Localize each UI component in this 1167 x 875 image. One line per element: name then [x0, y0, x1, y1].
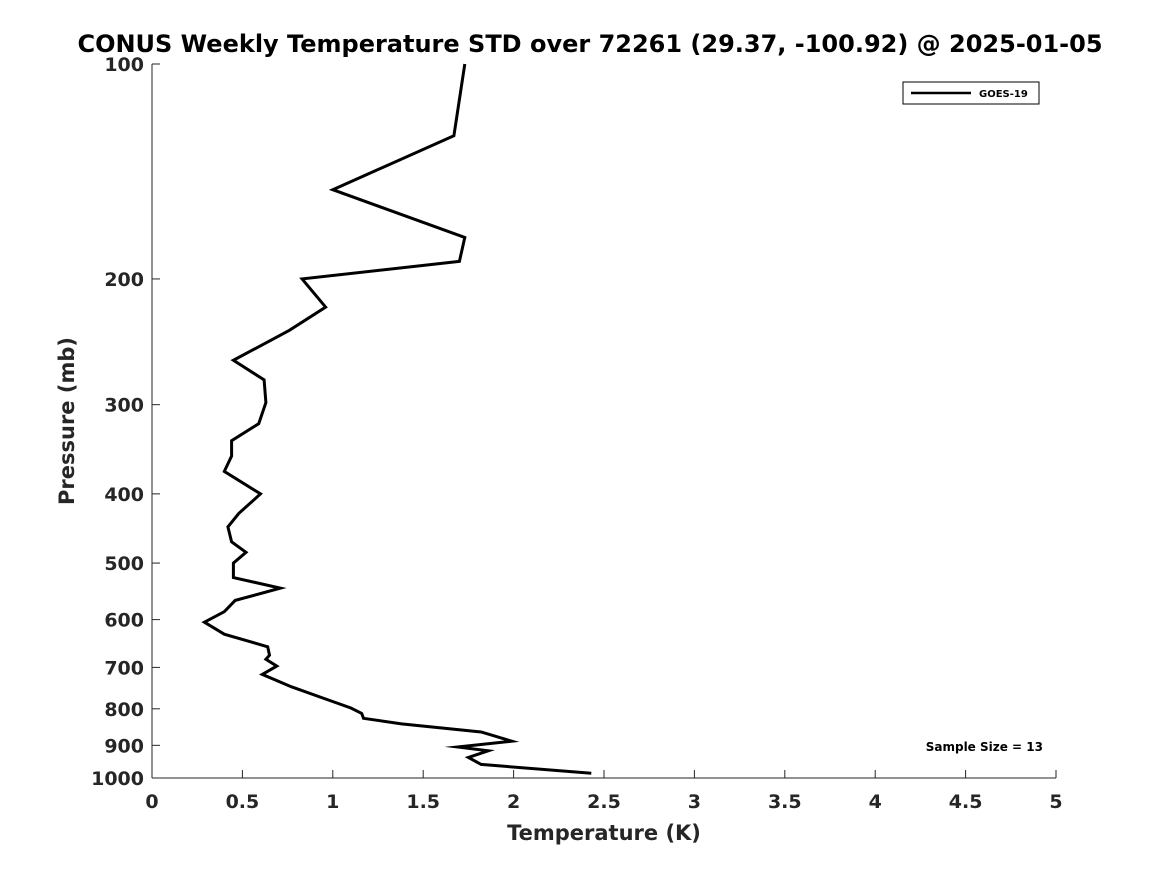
- y-tick-label: 800: [104, 699, 144, 721]
- y-tick-label: 500: [104, 553, 144, 575]
- series-line-goes-19: [201, 63, 592, 775]
- y-tick-label: 100: [104, 54, 144, 76]
- y-tick-label: 1000: [91, 768, 144, 790]
- x-tick-label: 2: [507, 791, 520, 813]
- plot-area: [151, 64, 1056, 779]
- x-axis-label: Temperature (K): [507, 821, 701, 845]
- y-tick-label: 600: [104, 610, 144, 632]
- sample-size-annotation: Sample Size = 13: [926, 740, 1043, 754]
- y-tick-label: 400: [104, 484, 144, 506]
- y-ticks: 100 200 300 400 500 600 700 800 900 1000: [91, 54, 160, 790]
- x-tick-label: 1: [326, 791, 339, 813]
- chart-title: CONUS Weekly Temperature STD over 72261 …: [77, 30, 1102, 58]
- x-tick-label: 3: [688, 791, 701, 813]
- x-tick-label: 1.5: [406, 791, 440, 813]
- x-tick-label: 3.5: [768, 791, 802, 813]
- x-tick-label: 0.5: [226, 791, 260, 813]
- x-ticks: 0 0.5 1 1.5 2 2.5 3 3.5 4 4.5 5: [145, 770, 1063, 813]
- series-layer: [201, 63, 592, 775]
- x-tick-label: 5: [1049, 791, 1062, 813]
- legend-label-goes-19: GOES-19: [979, 89, 1028, 100]
- y-tick-label: 900: [104, 735, 144, 757]
- y-tick-label: 300: [104, 395, 144, 417]
- x-tick-label: 4.5: [949, 791, 983, 813]
- legend: GOES-19: [902, 81, 1040, 105]
- x-tick-label: 2.5: [587, 791, 621, 813]
- y-axis-label: Pressure (mb): [55, 337, 79, 505]
- y-tick-label: 200: [104, 269, 144, 291]
- x-tick-label: 0: [145, 791, 158, 813]
- x-tick-label: 4: [869, 791, 882, 813]
- y-tick-label: 700: [104, 657, 144, 679]
